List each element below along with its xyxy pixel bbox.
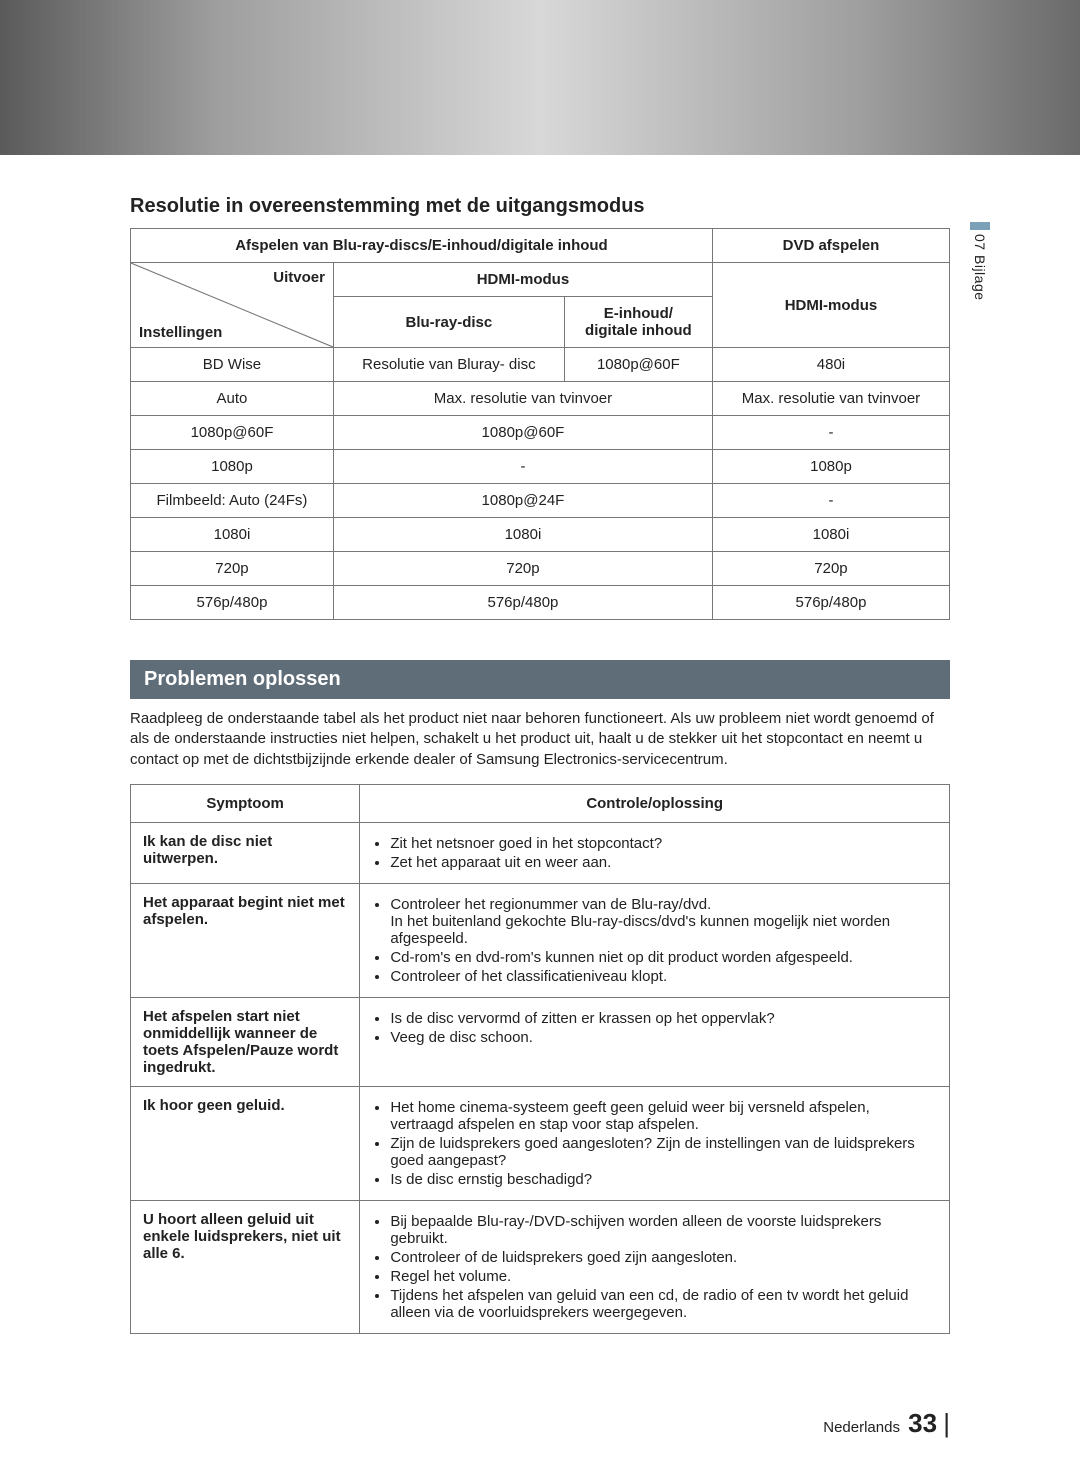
res-row: 720p720p720p [131,552,950,586]
res-cell-setting: Filmbeeld: Auto (24Fs) [131,484,334,518]
ts-cell-symptom: Het apparaat begint niet met afspelen. [131,883,360,997]
res-cell-dvd: - [712,416,949,450]
side-tab-number: 07 [972,234,988,251]
footer-page-number: 33 [908,1408,937,1438]
troubleshoot-heading: Problemen oplossen [130,660,950,699]
footer-language: Nederlands [823,1419,900,1436]
section-title-resolution: Resolutie in overeenstemming met de uitg… [130,195,950,218]
ts-cell-solution: Is de disc vervormd of zitten er krassen… [360,997,950,1086]
res-row: 1080p-1080p [131,450,950,484]
res-cell-dvd: 720p [712,552,949,586]
res-head-uitvoer: Uitvoer [273,269,325,286]
ts-solution-item: Veeg de disc schoon. [390,1029,937,1046]
ts-cell-solution: Controleer het regionummer van de Blu-ra… [360,883,950,997]
ts-solution-item: Tijdens het afspelen van geluid van een … [390,1287,937,1321]
res-cell-merged: 576p/480p [333,586,712,620]
side-tab-label: Bijlage [972,255,988,301]
res-row: AutoMax. resolutie van tvinvoerMax. reso… [131,382,950,416]
res-head-hdmi-modus: HDMI-modus [333,263,712,297]
res-cell-dvd: 576p/480p [712,586,949,620]
page-content: Resolutie in overeenstemming met de uitg… [0,155,1080,1334]
ts-row: U hoort alleen geluid uit enkele luidspr… [131,1200,950,1333]
troubleshoot-intro: Raadpleeg de onderstaande tabel als het … [130,709,950,770]
ts-row: Het afspelen start niet onmiddellijk wan… [131,997,950,1086]
ts-solution-item: Controleer of het classificatieniveau kl… [390,968,937,985]
side-tab: 07 Bijlage [970,222,990,300]
ts-row: Ik kan de disc niet uitwerpen. Zit het ne… [131,822,950,883]
ts-solution-item: Controleer het regionummer van de Blu-ra… [390,896,937,947]
top-gradient-banner [0,0,1080,155]
ts-solution-item: Bij bepaalde Blu-ray-/DVD-schijven worde… [390,1213,937,1247]
ts-solution-list: Is de disc vervormd of zitten er krassen… [372,1010,937,1046]
res-cell-merged: 1080p@60F [333,416,712,450]
res-cell-bluray: Resolutie van Bluray- disc [333,348,564,382]
res-cell-setting: Auto [131,382,334,416]
ts-cell-solution: Bij bepaalde Blu-ray-/DVD-schijven worde… [360,1200,950,1333]
res-row: 1080i1080i1080i [131,518,950,552]
ts-solution-item: Controleer of de luidsprekers goed zijn … [390,1249,937,1266]
res-cell-setting: 1080i [131,518,334,552]
ts-cell-symptom: Ik kan de disc niet uitwerpen. [131,822,360,883]
res-cell-merged: Max. resolutie van tvinvoer [333,382,712,416]
page-footer: Nederlands 33 | [823,1408,950,1439]
ts-cell-symptom: U hoort alleen geluid uit enkele luidspr… [131,1200,360,1333]
res-head-dvd-group: DVD afspelen [712,229,949,263]
res-row: 1080p@60F1080p@60F- [131,416,950,450]
res-head-diagonal: Uitvoer Instellingen [131,263,334,348]
res-head-instellingen: Instellingen [139,324,222,341]
ts-col-symptom: Symptoom [131,784,360,822]
res-row: Filmbeeld: Auto (24Fs)1080p@24F- [131,484,950,518]
ts-row: Het apparaat begint niet met afspelen. Co… [131,883,950,997]
res-row: 576p/480p576p/480p576p/480p [131,586,950,620]
res-cell-dvd: 1080p [712,450,949,484]
res-cell-dvd: 480i [712,348,949,382]
ts-solution-item: Zit het netsnoer goed in het stopcontact… [390,835,937,852]
ts-cell-symptom: Ik hoor geen geluid. [131,1086,360,1200]
footer-pipe: | [943,1408,950,1438]
res-cell-merged: 720p [333,552,712,586]
ts-cell-symptom: Het afspelen start niet onmiddellijk wan… [131,997,360,1086]
res-cell-dvd: - [712,484,949,518]
ts-solution-list: Het home cinema-systeem geeft geen gelui… [372,1099,937,1188]
res-cell-setting: 576p/480p [131,586,334,620]
resolution-table: Afspelen van Blu-ray-discs/E-inhoud/digi… [130,228,950,620]
ts-cell-solution: Zit het netsnoer goed in het stopcontact… [360,822,950,883]
res-cell-einhoud: 1080p@60F [564,348,712,382]
ts-solution-list: Zit het netsnoer goed in het stopcontact… [372,835,937,871]
ts-solution-item: Regel het volume. [390,1268,937,1285]
ts-solution-item: Het home cinema-systeem geeft geen gelui… [390,1099,937,1133]
ts-solution-item: Zet het apparaat uit en weer aan. [390,854,937,871]
res-cell-dvd: 1080i [712,518,949,552]
res-row: BD WiseResolutie van Bluray- disc1080p@6… [131,348,950,382]
res-cell-merged: 1080i [333,518,712,552]
ts-row: Ik hoor geen geluid. Het home cinema-syst… [131,1086,950,1200]
res-cell-dvd: Max. resolutie van tvinvoer [712,382,949,416]
ts-cell-solution: Het home cinema-systeem geeft geen gelui… [360,1086,950,1200]
res-cell-setting: BD Wise [131,348,334,382]
ts-solution-item: Is de disc ernstig beschadigd? [390,1171,937,1188]
side-tab-bar [970,222,990,230]
ts-solution-item: Is de disc vervormd of zitten er krassen… [390,1010,937,1027]
ts-solution-item: Cd-rom's en dvd-rom's kunnen niet op dit… [390,949,937,966]
res-cell-merged: 1080p@24F [333,484,712,518]
ts-solution-list: Controleer het regionummer van de Blu-ra… [372,896,937,985]
ts-col-solution: Controle/oplossing [360,784,950,822]
res-head-bluray-group: Afspelen van Blu-ray-discs/E-inhoud/digi… [131,229,713,263]
ts-solution-list: Bij bepaalde Blu-ray-/DVD-schijven worde… [372,1213,937,1321]
troubleshoot-table: Symptoom Controle/oplossing Ik kan de di… [130,784,950,1334]
ts-solution-item: Zijn de luidsprekers goed aangesloten? Z… [390,1135,937,1169]
res-head-col-einhoud: E-inhoud/ digitale inhoud [564,297,712,348]
res-cell-setting: 720p [131,552,334,586]
res-cell-merged: - [333,450,712,484]
res-head-hdmi-modus-dvd: HDMI-modus [712,263,949,348]
res-head-col-bluray: Blu-ray-disc [333,297,564,348]
res-cell-setting: 1080p@60F [131,416,334,450]
res-cell-setting: 1080p [131,450,334,484]
